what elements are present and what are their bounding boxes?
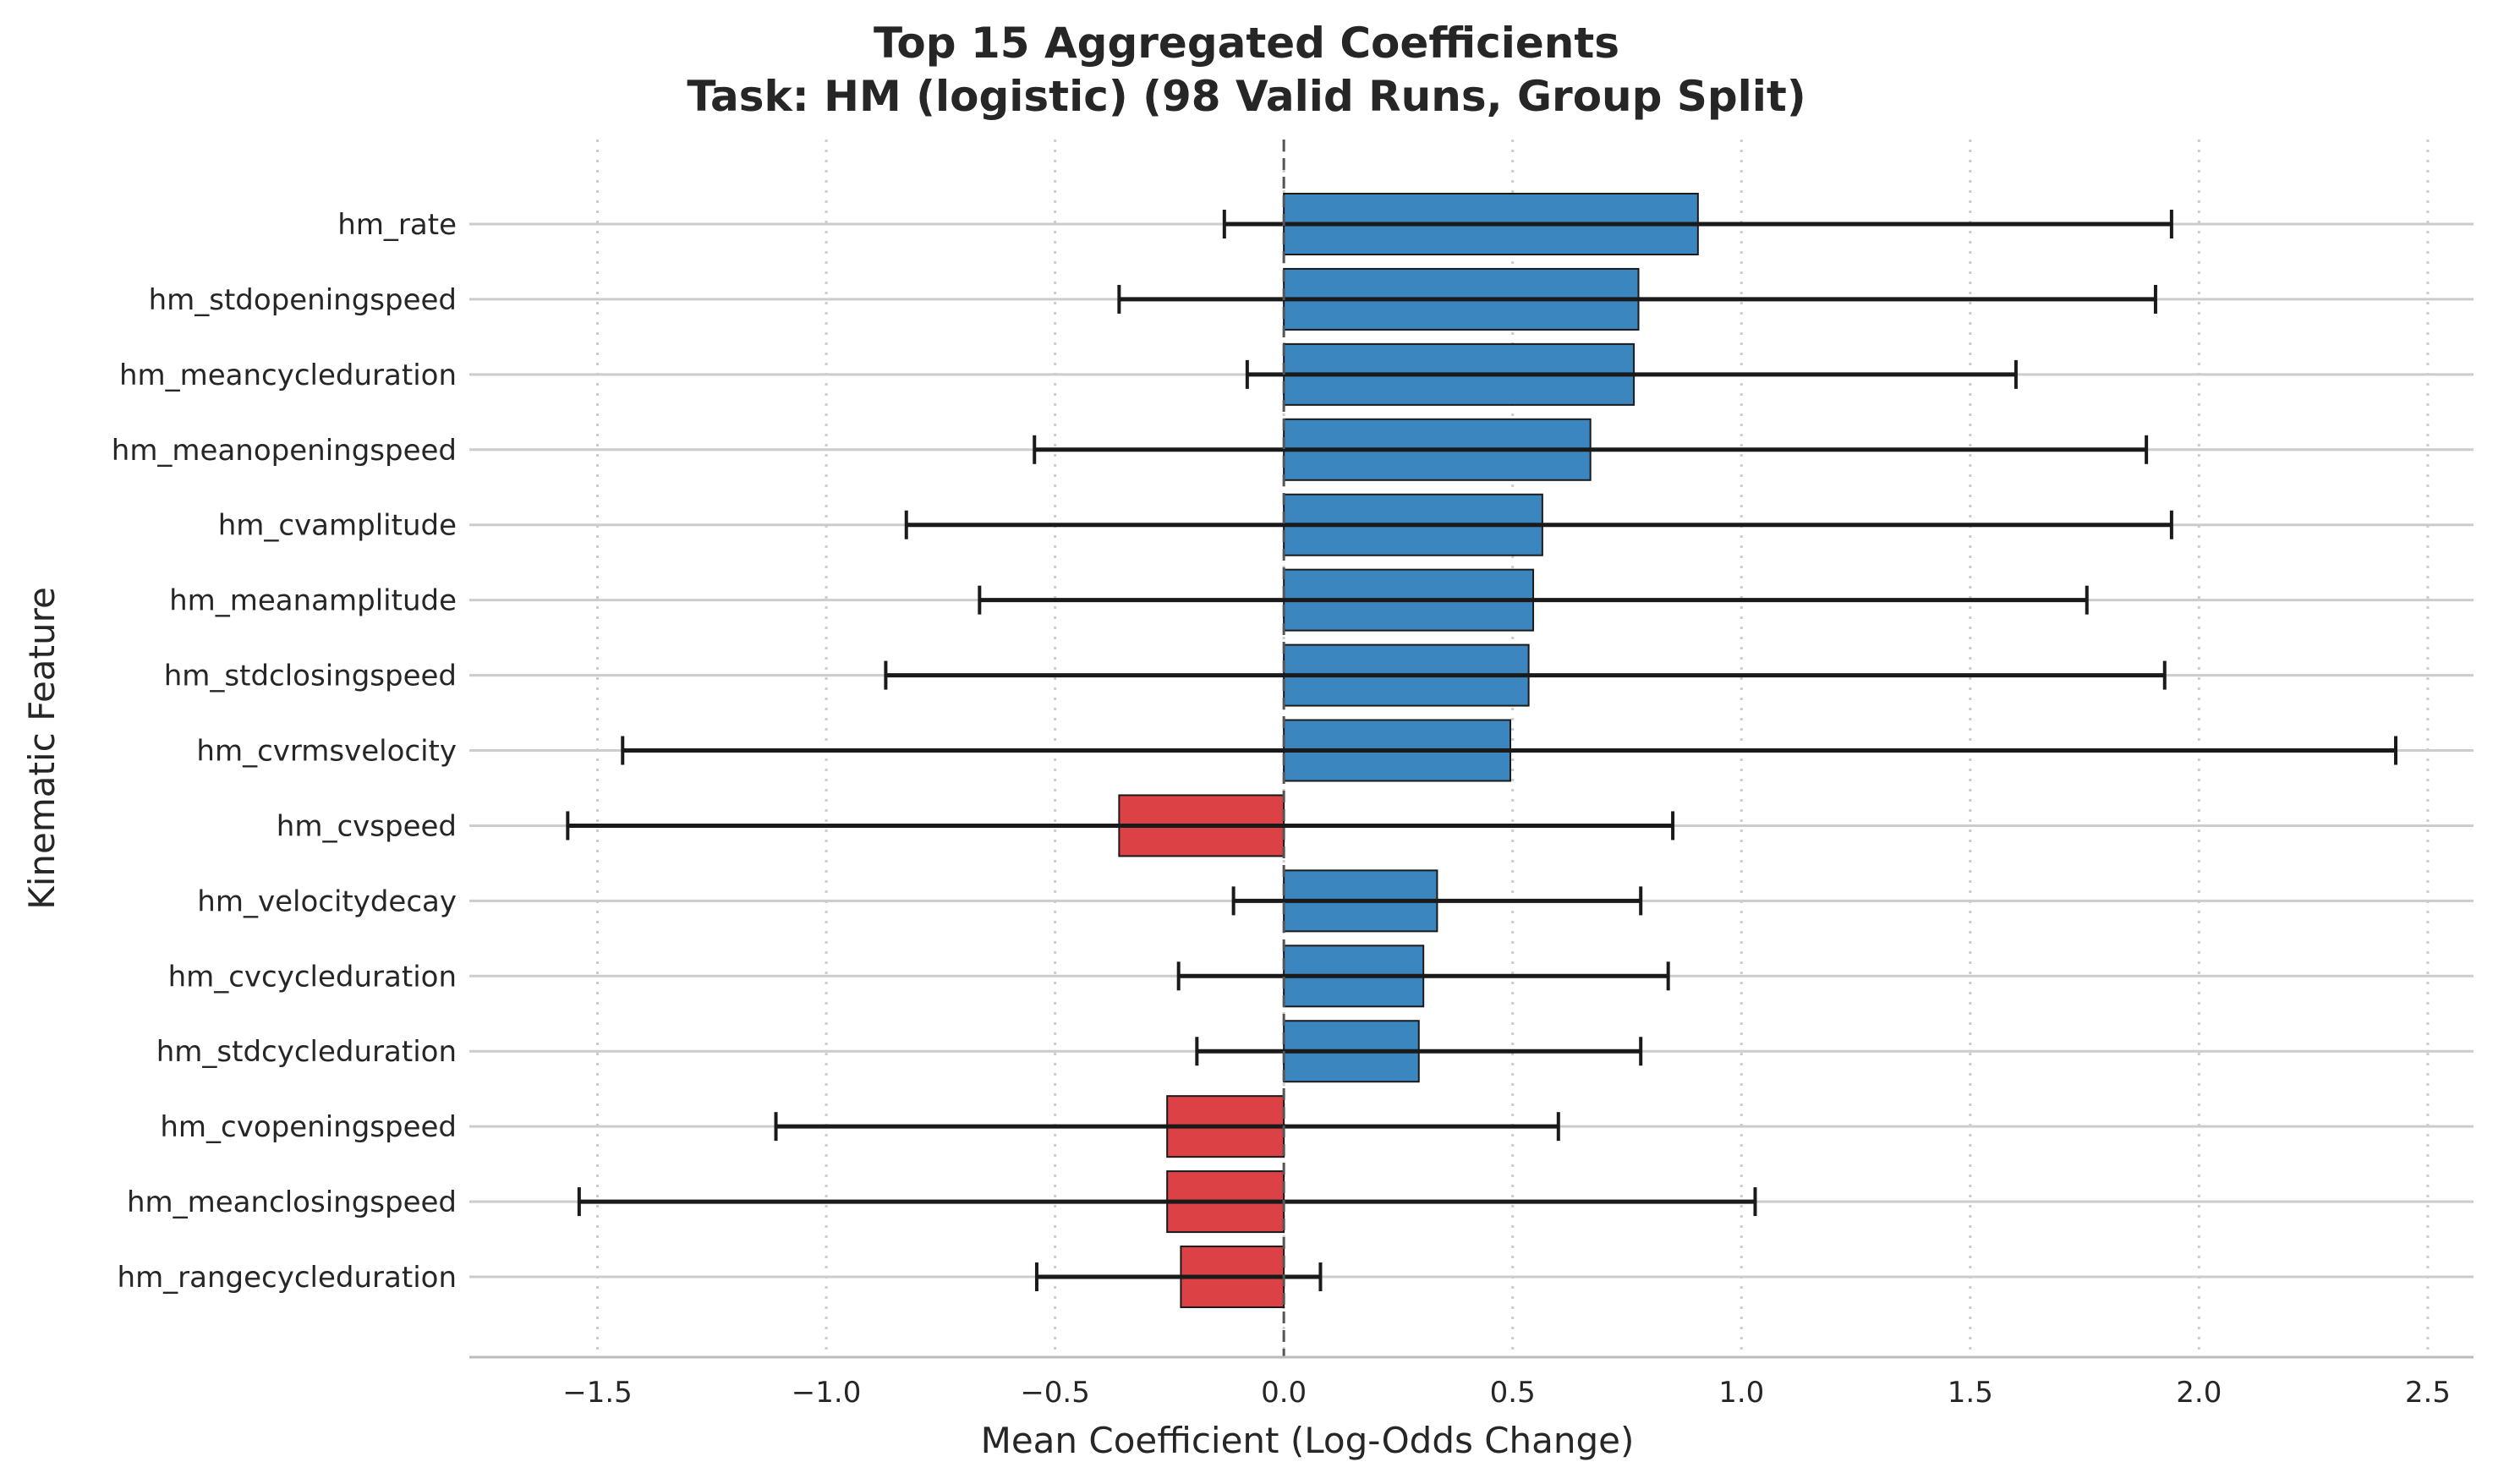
y-label-hm_cvopeningspeed: hm_cvopeningspeed <box>160 1110 457 1144</box>
x-ticks: −1.5 −1.0 −0.5 0.0 0.5 1.0 1.5 2.0 2.5 <box>562 1376 2451 1410</box>
y-axis-label: Kinematic Feature <box>21 587 63 910</box>
y-label-hm_velocitydecay: hm_velocitydecay <box>197 884 457 918</box>
error-bars <box>566 210 2398 1292</box>
x-gridlines <box>596 140 2430 1357</box>
y-label-hm_meanclosingspeed: hm_meanclosingspeed <box>127 1186 457 1219</box>
y-label-hm_meanopeningspeed: hm_meanopeningspeed <box>112 434 457 468</box>
y-label-hm_meancycleduration: hm_meancycleduration <box>119 359 457 392</box>
x-tick-label-6: 1.5 <box>1948 1376 1993 1410</box>
chart-subtitle: Task: HM (logistic) (98 Valid Runs, Grou… <box>687 72 1805 121</box>
y-label-hm_rate: hm_rate <box>337 208 457 242</box>
x-axis-label: Mean Coefficient (Log-Odds Change) <box>981 1420 1635 1461</box>
x-tick-label-2: −0.5 <box>1020 1376 1090 1410</box>
x-tick-label-3: 0.0 <box>1261 1376 1307 1410</box>
y-label-hm_meanamplitude: hm_meanamplitude <box>169 584 457 618</box>
y-label-hm_cvcycleduration: hm_cvcycleduration <box>168 960 457 994</box>
x-tick-label-0: −1.5 <box>562 1376 633 1410</box>
y-label-hm_rangecycleduration: hm_rangecycleduration <box>118 1261 457 1295</box>
x-tick-label-5: 1.0 <box>1718 1376 1764 1410</box>
y-label-hm_stdopeningspeed: hm_stdopeningspeed <box>149 283 457 317</box>
x-tick-label-8: 2.5 <box>2405 1376 2451 1410</box>
y-label-hm_cvspeed: hm_cvspeed <box>277 809 457 843</box>
x-tick-label-4: 0.5 <box>1490 1376 1536 1410</box>
chart-title: Top 15 Aggregated Coefficients <box>874 19 1619 68</box>
y-label-hm_stdclosingspeed: hm_stdclosingspeed <box>164 660 457 693</box>
y-label-hm_cvamplitude: hm_cvamplitude <box>218 509 457 543</box>
y-label-hm_cvrmsvelocity: hm_cvrmsvelocity <box>196 735 457 769</box>
y-label-hm_stdcycleduration: hm_stdcycleduration <box>156 1035 457 1069</box>
x-tick-label-7: 2.0 <box>2176 1376 2222 1410</box>
x-tick-label-1: −1.0 <box>792 1376 862 1410</box>
y-category-labels: hm_rate hm_stdopeningspeed hm_meancycledur… <box>112 208 457 1295</box>
